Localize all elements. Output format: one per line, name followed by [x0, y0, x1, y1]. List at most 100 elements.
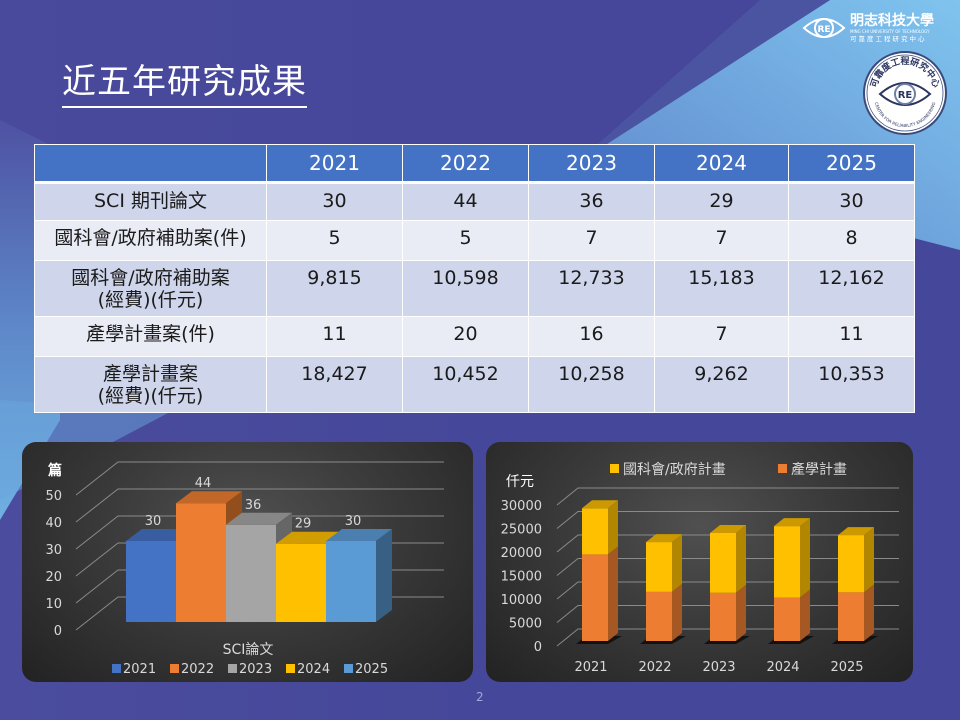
y-axis-title: 仟元 — [506, 474, 534, 490]
bar-segment-front — [710, 532, 736, 593]
cell-value: 9,815 — [266, 260, 403, 317]
gridline — [556, 511, 899, 529]
page-title: 近五年研究成果 — [62, 62, 307, 108]
header-cell — [34, 144, 267, 184]
bar-segment-2024 — [774, 589, 810, 641]
bar-2022-top — [176, 491, 242, 504]
cell-value: 7 — [528, 220, 655, 261]
cell-value: 30 — [266, 182, 403, 221]
bar-2023-front — [226, 524, 276, 622]
header-cell-year: 2023 — [528, 144, 655, 184]
cell-value: 11 — [788, 316, 915, 357]
bar-segment-top — [646, 534, 682, 543]
eye-emblem-icon: RE — [878, 82, 932, 106]
eye-emblem-icon: RE — [802, 18, 846, 38]
legend-label: 2023 — [239, 662, 272, 677]
data-label: 44 — [195, 476, 212, 491]
legend-label: 2024 — [297, 662, 330, 677]
row-label-line2: (經費)(仟元) — [97, 385, 204, 407]
gridline — [75, 488, 444, 523]
cell-value: 12,733 — [528, 260, 655, 317]
y-tick-label: 20 — [45, 570, 62, 585]
row-label-line1: 國科會/政府補助案 — [71, 267, 230, 289]
cell-value: 36 — [528, 182, 655, 221]
bar-segment-top — [582, 500, 618, 509]
bar-segment-front — [774, 526, 800, 598]
bar-segment-2025 — [838, 527, 874, 593]
cell-value: 10,598 — [402, 260, 529, 317]
cell-value: 5 — [402, 220, 529, 261]
university-name-en: MING CHI UNIVERSITY OF TECHNOLOGY — [850, 29, 930, 34]
cell-value: 11 — [266, 316, 403, 357]
bar-segment-front — [838, 535, 864, 593]
header-cell-year: 2024 — [654, 144, 789, 184]
center-seal-logo: 可靠度工程研究中心 CENTER FOR RELIABILITY ENGINEE… — [863, 51, 947, 135]
cell-value: 7 — [654, 220, 789, 261]
bar-segment-front — [646, 591, 672, 641]
funding-chart-panel: 0 5000 10000 15000 20000 25000 30000 仟元 國科會/政府計畫… — [486, 442, 913, 682]
bar-2024-top — [276, 531, 342, 544]
bar-segment-2024 — [774, 518, 810, 598]
y-tick-label: 0 — [54, 624, 62, 639]
bar-2023-top — [226, 512, 292, 525]
bar-2025 — [326, 529, 392, 622]
legend-swatch — [778, 464, 787, 473]
gridline — [75, 515, 444, 550]
x-tick-label: 2021 — [574, 660, 607, 675]
cell-value: 9,262 — [654, 356, 789, 413]
bar-segment-side — [800, 518, 810, 598]
bar-segment-top — [838, 527, 874, 536]
cell-value: 10,353 — [788, 356, 915, 413]
bar-segment-2023 — [710, 584, 746, 641]
y-tick-label: 50 — [45, 489, 62, 504]
cell-value: 29 — [654, 182, 789, 221]
row-label: 產學計畫案 (經費)(仟元) — [34, 356, 267, 413]
row-label: SCI 期刊論文 — [34, 182, 267, 221]
university-logo: RE 明志科技大學 MING CHI UNIVERSITY OF TECHNOL… — [802, 12, 934, 43]
bar-2025-front — [326, 541, 376, 622]
legend-swatch — [344, 664, 353, 673]
cell-value: 10,452 — [402, 356, 529, 413]
bar-segment-front — [710, 592, 736, 641]
x-tick-label: 2025 — [830, 660, 863, 675]
cell-value: 18,427 — [266, 356, 403, 413]
bar-2025-top — [326, 529, 392, 541]
cell-value: 5 — [266, 220, 403, 261]
page-number: 2 — [476, 690, 484, 704]
bar-segment-side — [800, 589, 810, 641]
bar-segment-front — [582, 508, 608, 555]
data-label: 30 — [145, 514, 162, 529]
x-tick-label: 2022 — [638, 660, 671, 675]
bar-2021-front — [126, 541, 176, 622]
bar-segment-side — [672, 583, 682, 641]
cell-value: 7 — [654, 316, 789, 357]
bar-segment-side — [672, 534, 682, 592]
data-label: 36 — [245, 498, 262, 513]
gridline — [556, 487, 899, 506]
center-name: 可靠度工程研究中心 — [850, 34, 927, 43]
legend-swatch — [610, 464, 619, 473]
bar-segment-front — [646, 542, 672, 592]
bar-segment-front — [582, 554, 608, 641]
bar-segment-side — [864, 527, 874, 593]
bar-segment-front — [838, 592, 864, 641]
row-label-line1: 產學計畫案 — [102, 363, 198, 385]
sci-papers-chart-panel: 0 10 20 30 40 50 篇 30 44 36 29 30 SCI論文 2021 2022 2023 2… — [22, 442, 473, 682]
y-tick-label: 20000 — [501, 546, 542, 561]
table-row: 國科會/政府補助案 (經費)(仟元) 9,815 10,598 12,733 1… — [34, 260, 915, 317]
university-name: 明志科技大學 — [850, 12, 934, 29]
header-cell-year: 2021 — [266, 144, 403, 184]
legend-label: 產學計畫 — [791, 461, 847, 478]
header-cell-year: 2022 — [402, 144, 529, 184]
bar-segment-2023 — [710, 524, 746, 593]
bar-segment-top — [710, 524, 746, 533]
data-label: 29 — [295, 517, 312, 532]
y-tick-label: 15000 — [501, 570, 542, 585]
data-label: 30 — [345, 514, 362, 529]
legend-swatch — [112, 664, 121, 673]
table-row: 產學計畫案(件) 11 20 16 7 11 — [34, 316, 915, 357]
cell-value: 15,183 — [654, 260, 789, 317]
row-label: 國科會/政府補助案 (經費)(仟元) — [34, 260, 267, 317]
bar-segment-2022 — [646, 583, 682, 641]
y-tick-label: 30 — [45, 543, 62, 558]
